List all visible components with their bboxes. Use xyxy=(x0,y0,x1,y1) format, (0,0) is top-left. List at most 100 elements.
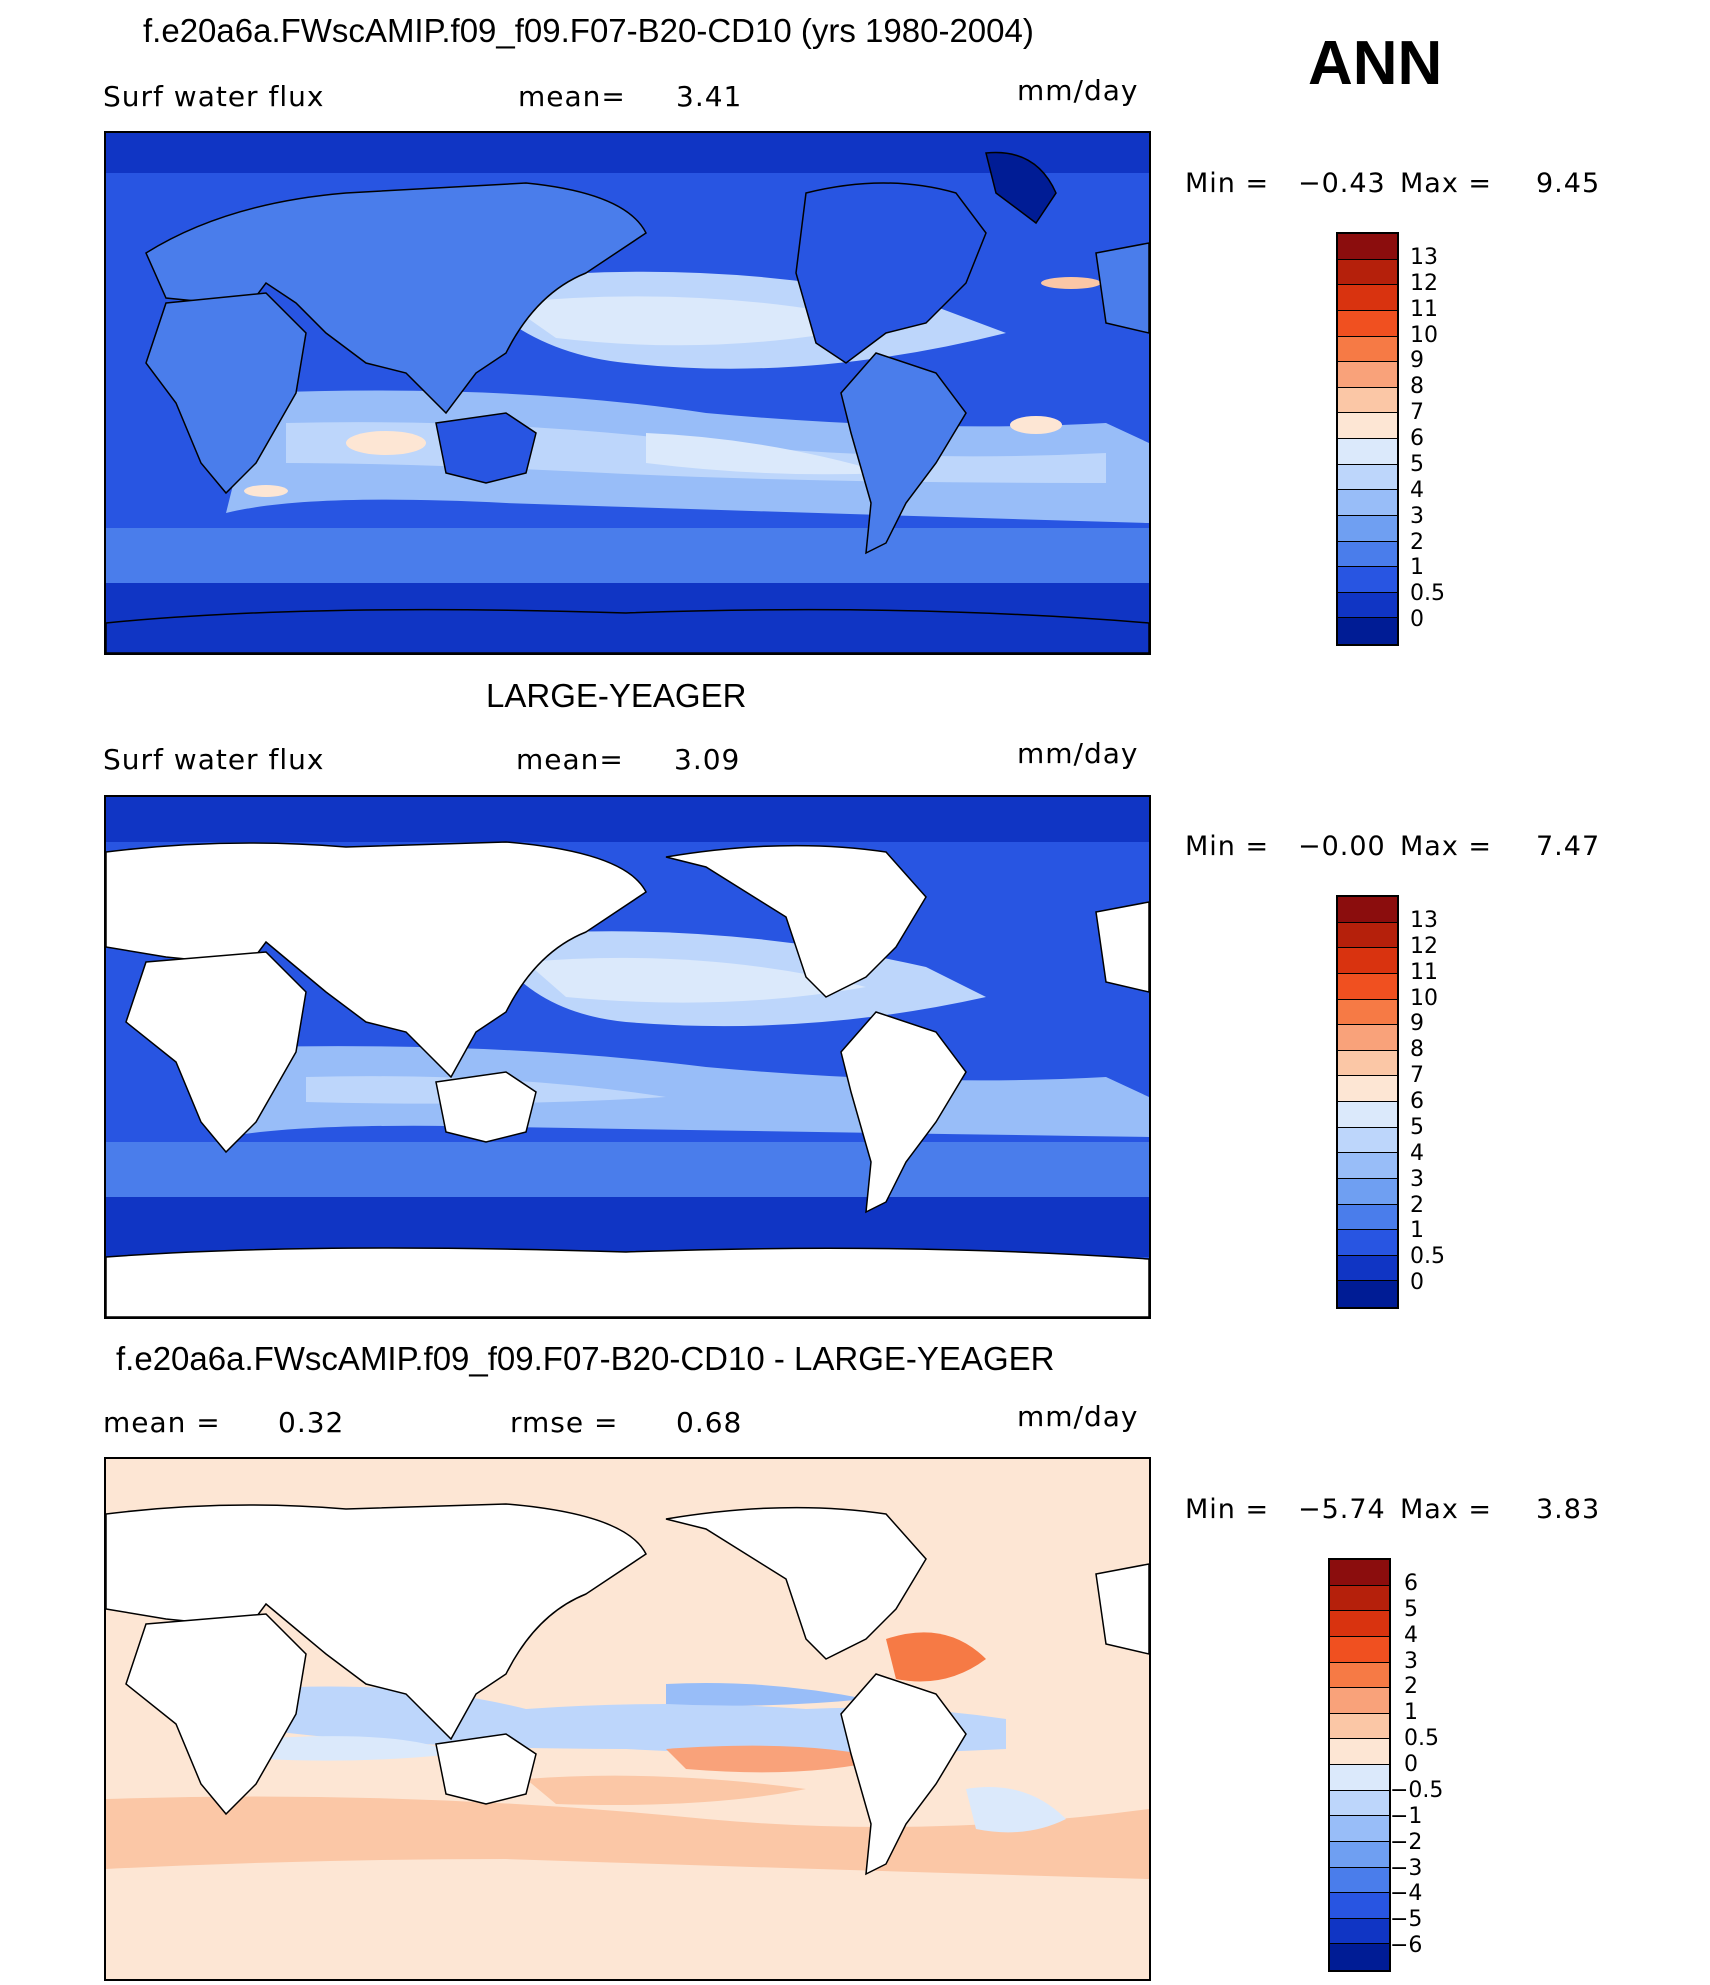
colorbar-tick-label: 10 xyxy=(1410,322,1438,348)
mean-label: mean= xyxy=(518,80,626,113)
colorbar-segment xyxy=(1338,1178,1397,1205)
colorbar-tick-label: 9 xyxy=(1410,1011,1424,1037)
colorbar-segment xyxy=(1338,1230,1397,1256)
mean-label: mean= xyxy=(516,743,624,776)
colorbar-segment xyxy=(1338,413,1397,439)
colorbar-segment xyxy=(1338,922,1397,949)
colorbar-segment xyxy=(1338,1204,1397,1231)
min-value: −0.43 xyxy=(1298,168,1386,199)
min-value: −5.74 xyxy=(1298,1494,1386,1525)
colorbar-segment xyxy=(1338,310,1397,337)
colorbar-tick-label: 4 xyxy=(1410,1140,1424,1166)
colorbar-segment xyxy=(1338,1127,1397,1154)
colorbar-tick-label: 1 xyxy=(1410,1218,1424,1244)
max-value: 7.47 xyxy=(1536,831,1601,862)
colorbar-tick-label: −6 xyxy=(1390,1933,1423,1959)
max-value: 3.83 xyxy=(1536,1494,1601,1525)
colorbar-segment xyxy=(1330,1611,1389,1637)
max-label: Max = xyxy=(1400,168,1493,199)
max-value: 9.45 xyxy=(1536,168,1601,199)
precip-diff-map xyxy=(104,1457,1151,1981)
colorbar-segment xyxy=(1338,541,1397,568)
colorbar-tick-label: 1 xyxy=(1410,555,1424,581)
colorbar-tick-label: 6 xyxy=(1404,1570,1418,1596)
colorbar-segment xyxy=(1330,1816,1389,1842)
colorbar-segment xyxy=(1330,1867,1389,1894)
colorbar-segment xyxy=(1338,1281,1397,1307)
rmse-label: rmse = xyxy=(510,1406,619,1439)
colorbar-segment xyxy=(1330,1636,1389,1663)
mean-value: 3.41 xyxy=(676,80,743,113)
units-label: mm/day xyxy=(1017,74,1139,107)
colorbar xyxy=(1328,1558,1391,1972)
colorbar-segment xyxy=(1330,1585,1389,1612)
colorbar-tick-label: −3 xyxy=(1390,1855,1423,1881)
colorbar-segment xyxy=(1330,1713,1389,1740)
colorbar-segment xyxy=(1338,999,1397,1026)
colorbar-tick-label: 8 xyxy=(1410,374,1424,400)
colorbar-segment xyxy=(1330,1662,1389,1689)
colorbar-segment xyxy=(1338,285,1397,311)
colorbar-tick-label: 3 xyxy=(1404,1648,1418,1674)
colorbar-tick-label: 2 xyxy=(1404,1674,1418,1700)
units-label: mm/day xyxy=(1017,1400,1139,1433)
colorbar-segment xyxy=(1338,1102,1397,1128)
colorbar-tick-label: 11 xyxy=(1410,959,1438,985)
min-label: Min = xyxy=(1185,831,1270,862)
colorbar-tick-label: 6 xyxy=(1410,1089,1424,1114)
colorbar xyxy=(1336,895,1399,1309)
colorbar-tick-label: 2 xyxy=(1410,529,1424,555)
colorbar-tick-label: 5 xyxy=(1404,1596,1418,1622)
colorbar-tick-label: −2 xyxy=(1390,1829,1423,1855)
panel-title: f.e20a6a.FWscAMIP.f09_f09.F07-B20-CD10 (… xyxy=(143,12,1034,49)
colorbar-segment xyxy=(1338,234,1397,260)
min-label: Min = xyxy=(1185,168,1270,199)
max-label: Max = xyxy=(1400,1494,1493,1525)
colorbar-segment xyxy=(1330,1893,1389,1919)
colorbar-tick-label: 4 xyxy=(1404,1622,1418,1648)
colorbar-segment xyxy=(1338,1153,1397,1179)
colorbar-segment xyxy=(1338,1050,1397,1077)
colorbar-tick-label: 3 xyxy=(1410,1166,1424,1192)
panel-title: f.e20a6a.FWscAMIP.f09_f09.F07-B20-CD10 -… xyxy=(116,1340,1055,1377)
colorbar-segment xyxy=(1338,618,1397,644)
min-label: Min = xyxy=(1185,1494,1270,1525)
colorbar-tick-label: 10 xyxy=(1410,985,1438,1011)
colorbar-tick-label: 13 xyxy=(1410,244,1438,270)
colorbar-segment xyxy=(1330,1739,1389,1765)
map-canvas xyxy=(106,797,1149,1317)
season-label: ANN xyxy=(1308,29,1443,98)
colorbar-tick-label: 8 xyxy=(1410,1037,1424,1063)
colorbar-segment xyxy=(1338,973,1397,1000)
colorbar-tick-label: 4 xyxy=(1410,477,1424,503)
colorbar-tick-label: 1 xyxy=(1404,1700,1418,1726)
colorbar-segment xyxy=(1338,336,1397,363)
colorbar-segment xyxy=(1338,592,1397,619)
colorbar-tick-label: −0.5 xyxy=(1390,1777,1444,1803)
precip-map xyxy=(104,795,1151,1319)
colorbar-segment xyxy=(1338,1076,1397,1102)
colorbar-tick-label: 0 xyxy=(1404,1752,1418,1777)
map-canvas xyxy=(106,1459,1149,1979)
colorbar-segment xyxy=(1338,464,1397,491)
colorbar-segment xyxy=(1330,1790,1389,1817)
colorbar-tick-label: 2 xyxy=(1410,1192,1424,1218)
colorbar-segment xyxy=(1330,1688,1389,1714)
colorbar-ticks: 13 12 11 10 9 8 7 6 5 4 3 2 1 0.5 0 xyxy=(1410,232,1490,646)
colorbar-tick-label: 7 xyxy=(1410,400,1424,426)
colorbar-segment xyxy=(1338,948,1397,974)
rmse-value: 0.68 xyxy=(676,1406,743,1439)
colorbar-tick-label: 0 xyxy=(1410,1270,1424,1296)
colorbar-tick-label: 0.5 xyxy=(1410,1244,1445,1270)
mean-value: 0.32 xyxy=(278,1406,345,1439)
min-value: −0.00 xyxy=(1298,831,1386,862)
colorbar-segment xyxy=(1338,567,1397,593)
colorbar-segment xyxy=(1330,1918,1389,1945)
colorbar-segment xyxy=(1338,387,1397,414)
colorbar-tick-label: 11 xyxy=(1410,296,1438,322)
colorbar-tick-label: 12 xyxy=(1410,933,1438,959)
colorbar-tick-label: 5 xyxy=(1410,1114,1424,1140)
colorbar-tick-label: 0.5 xyxy=(1410,581,1445,607)
colorbar-segment xyxy=(1330,1841,1389,1868)
colorbar-tick-label: −1 xyxy=(1390,1803,1423,1829)
